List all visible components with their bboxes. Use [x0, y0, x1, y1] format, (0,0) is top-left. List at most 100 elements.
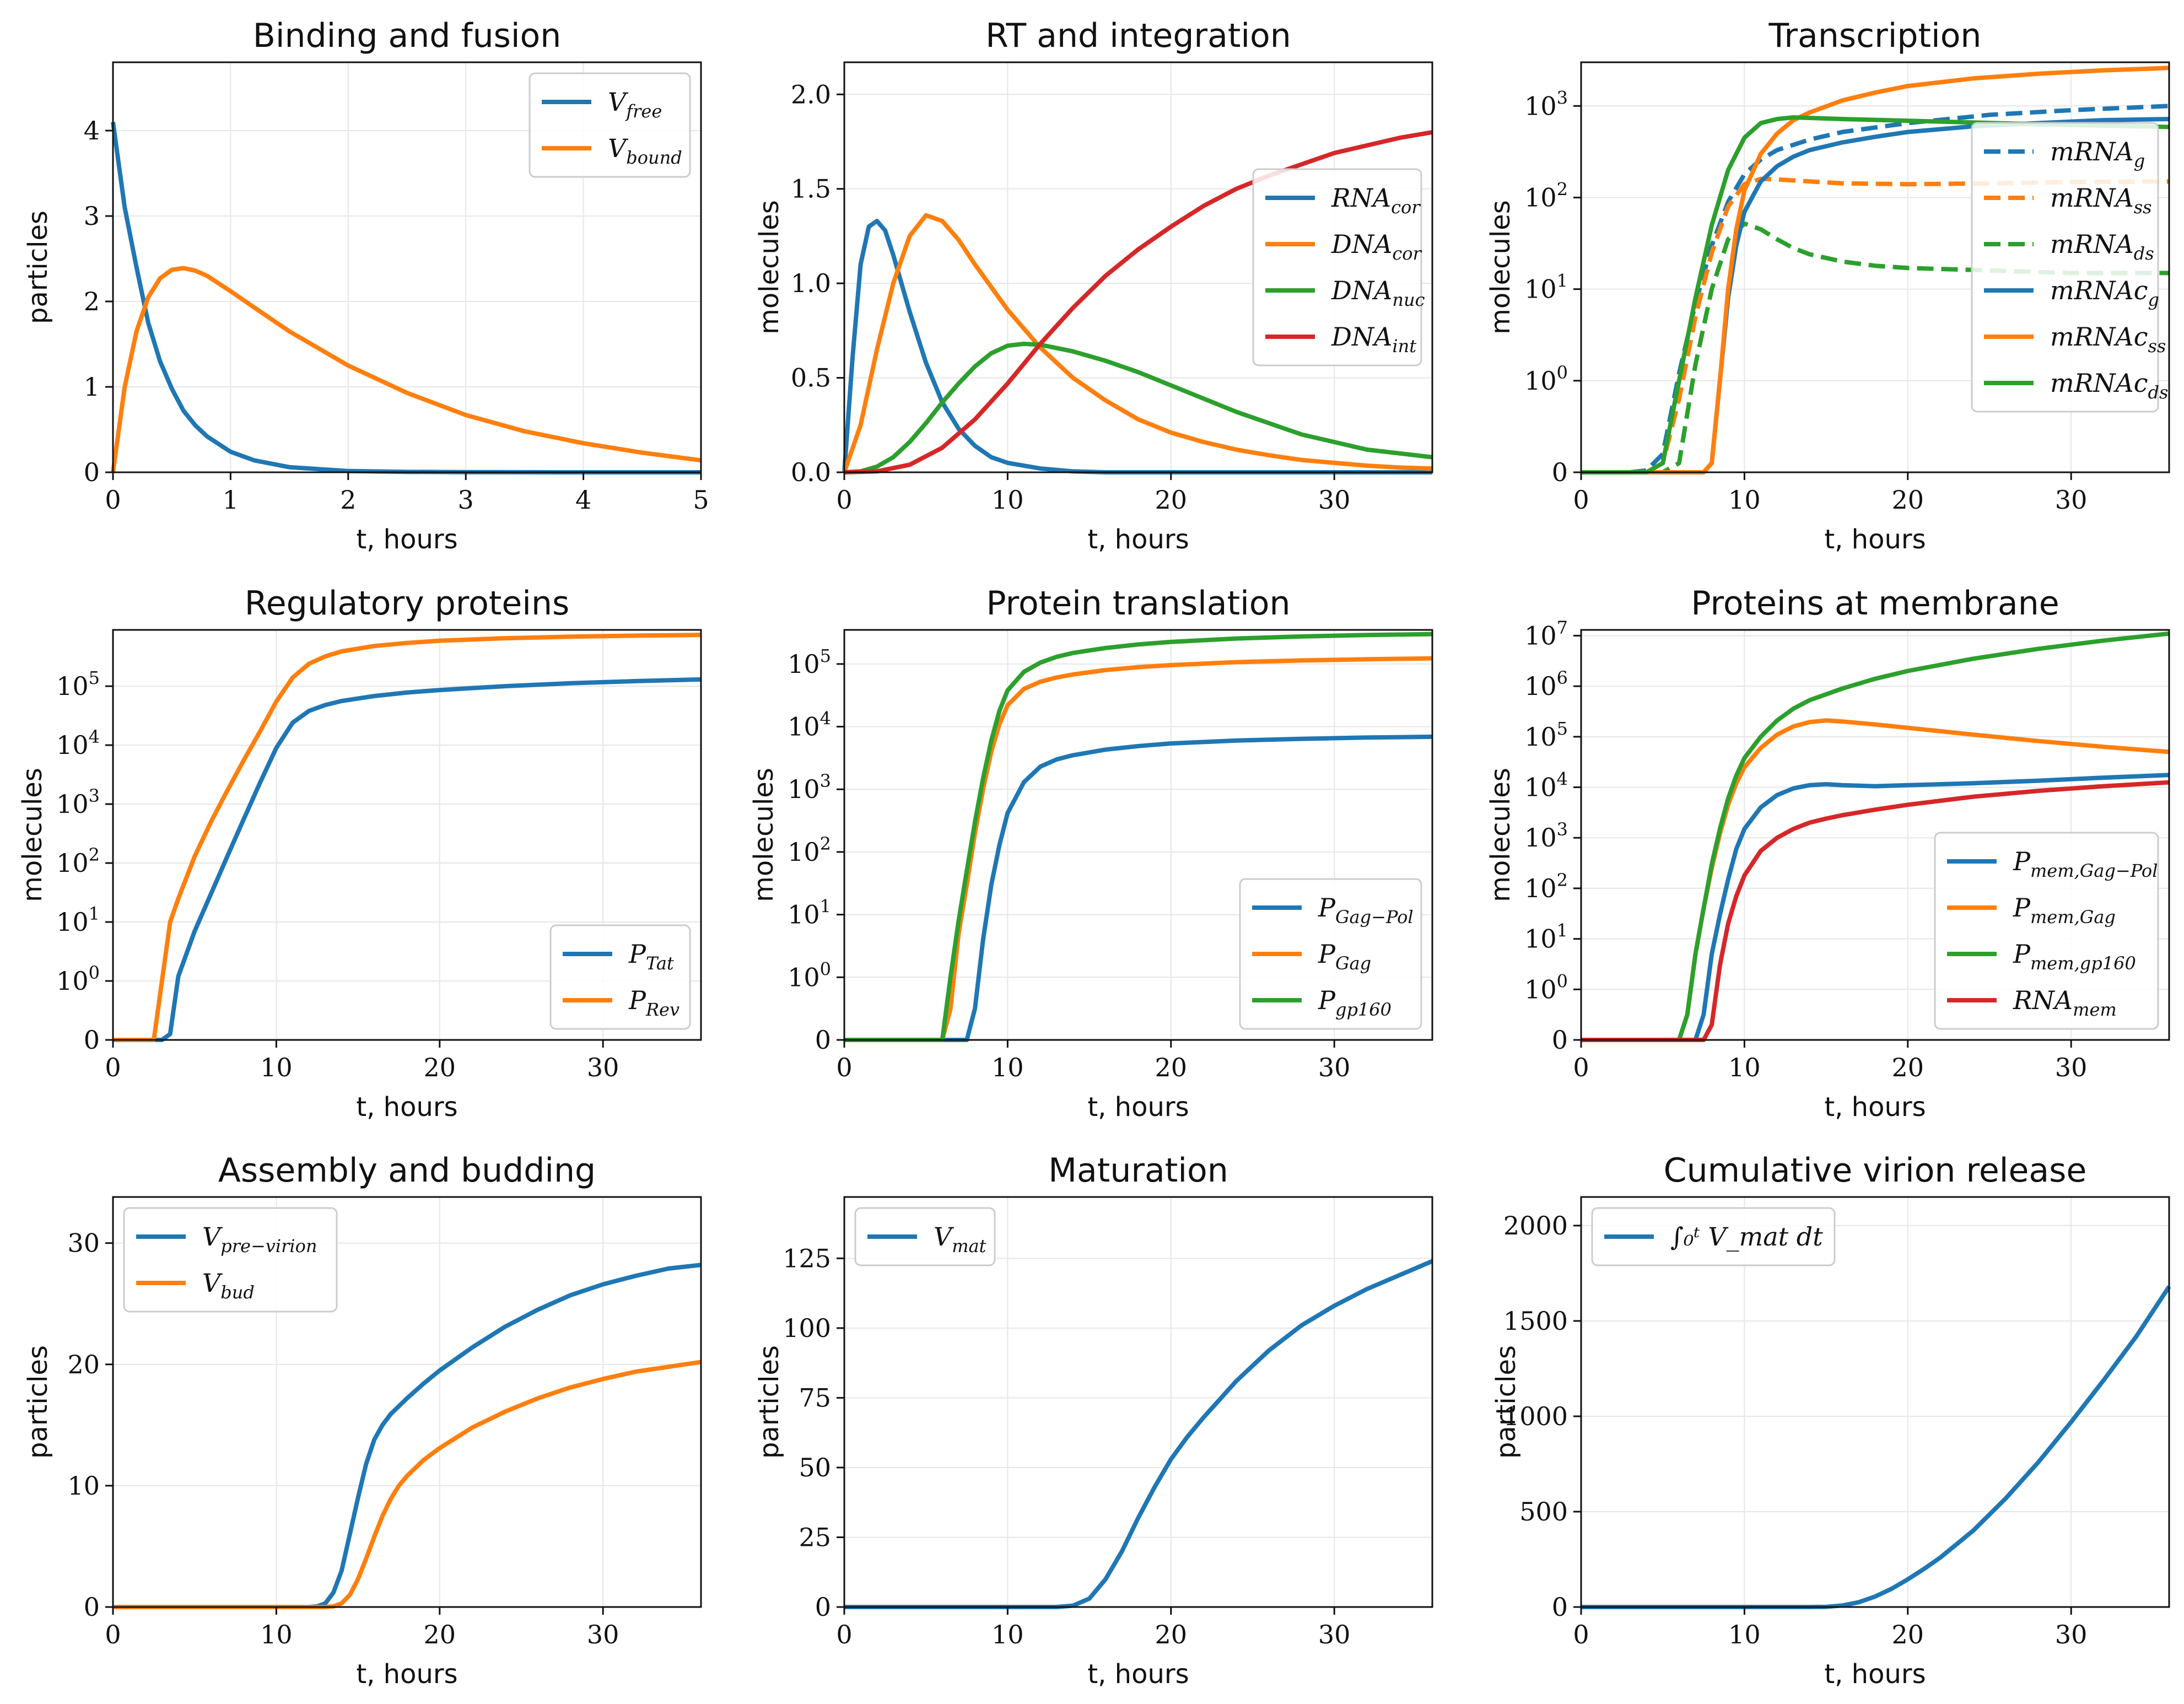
series-line-membrane-3	[1581, 780, 2170, 1042]
legend-entry: Vmat	[934, 1222, 986, 1257]
legend: RNAcor DNAcor DNAnuc DNAint	[1252, 168, 1425, 366]
y-tick-label: 103	[788, 770, 831, 804]
legend-entry: mRNAcds	[2050, 368, 2168, 403]
y-tick-label: 0	[1552, 1592, 1568, 1622]
series-line-translation-0	[844, 734, 1433, 1042]
y-tick-label: 0	[1552, 1025, 1568, 1055]
y-tick-label: 105	[56, 667, 100, 701]
x-tick-label: 0	[1573, 1053, 1589, 1082]
legend-entry: mRNAg	[2050, 137, 2145, 171]
x-tick-label: 1	[223, 485, 239, 515]
y-tick-label: 1.0	[791, 268, 831, 298]
y-tick-label: 101	[1524, 271, 1568, 304]
chart-title: RT and integration	[985, 17, 1291, 55]
x-tick-label: 30	[2055, 485, 2088, 515]
chart-title: Binding and fusion	[253, 17, 562, 55]
x-axis-label: t, hours	[1087, 1659, 1189, 1690]
chart-panel-cumulative: 0 10 20 30 0 500 1000 1500 2000 Cumulative virion…	[1491, 1151, 2171, 1690]
y-tick-label: 100	[1524, 362, 1568, 396]
y-tick-label: 100	[1524, 970, 1568, 1004]
x-axis-label: t, hours	[1087, 1092, 1189, 1123]
axes-frame	[112, 629, 702, 1041]
legend-entry: Vpre−virion	[202, 1222, 317, 1257]
chart-title: Regulatory proteins	[245, 584, 569, 623]
legend-entry: Pmem,gp160	[2013, 939, 2136, 974]
series-line-transcription-1	[1581, 176, 2170, 474]
y-tick-label: 20	[67, 1350, 100, 1379]
chart-panel-rt: 0 10 20 30 0.0 0.5 1.0 1.5 2.0 RT and integration…	[754, 17, 1433, 555]
chart-title: Protein translation	[986, 584, 1290, 623]
legend-entry: Vbound	[608, 133, 682, 168]
x-tick-label: 0	[836, 485, 852, 515]
y-tick-label: 102	[1524, 870, 1568, 903]
x-tick-label: 20	[424, 1620, 456, 1649]
legend: Vmat	[854, 1207, 996, 1266]
x-axis-label: t, hours	[1824, 1659, 1926, 1690]
y-axis-label: particles	[23, 211, 53, 324]
y-tick-label: 0	[815, 1592, 831, 1622]
legend: Vpre−virion Vbud	[123, 1207, 338, 1313]
x-tick-label: 10	[1728, 1620, 1761, 1649]
chart-panel-transcription: 0 10 20 30 0 100 101 102 103 Transcription t, hour…	[1485, 17, 2170, 555]
legend-box	[854, 1207, 996, 1266]
series-line-rt-3	[844, 130, 1433, 474]
x-tick-label: 10	[260, 1620, 293, 1649]
legend-box	[123, 1207, 338, 1313]
y-tick-label: 10	[67, 1471, 100, 1501]
y-tick-label: 101	[1524, 920, 1568, 954]
legend-entry: mRNAds	[2050, 229, 2154, 264]
x-tick-label: 0	[1573, 485, 1589, 515]
axes-frame	[1580, 61, 2170, 473]
x-tick-label: 10	[1728, 485, 1761, 515]
x-tick-label: 30	[1318, 1053, 1351, 1082]
legend-entry: PTat	[628, 939, 674, 974]
y-tick-label: 100	[783, 1313, 831, 1343]
x-axis-label: t, hours	[356, 524, 457, 555]
y-tick-label: 50	[799, 1453, 831, 1482]
legend-box	[1934, 832, 2159, 1030]
y-tick-label: 125	[783, 1243, 831, 1273]
x-tick-label: 20	[1892, 1053, 1924, 1082]
chart-panel-membrane: 0 10 20 30 0 100 101 102 103 104 105 106 107 Proteins…	[1485, 584, 2170, 1123]
y-tick-label: 2	[84, 287, 100, 316]
y-tick-label: 0.0	[791, 457, 831, 487]
y-tick-label: 0	[1552, 457, 1568, 487]
legend-box	[549, 924, 691, 1030]
y-tick-label: 1	[84, 372, 100, 402]
legend: PTat PRev	[549, 924, 691, 1030]
x-tick-label: 10	[1728, 1053, 1761, 1082]
legend-entry: DNAint	[1331, 322, 1416, 357]
legend-entry: Pmem,Gag	[2013, 893, 2116, 928]
legend-entry: Pmem,Gag−Pol	[2013, 846, 2158, 881]
y-tick-label: 1000	[1503, 1401, 1568, 1431]
y-tick-label: 0	[84, 1592, 100, 1622]
y-tick-label: 0	[84, 1025, 100, 1055]
y-tick-label: 0.5	[791, 363, 831, 393]
legend-entry: DNAcor	[1331, 229, 1422, 264]
y-tick-label: 2000	[1503, 1211, 1568, 1241]
y-axis-label: particles	[23, 1345, 53, 1459]
x-tick-label: 10	[991, 1053, 1024, 1082]
y-tick-label: 106	[1524, 667, 1568, 701]
legend-box	[1971, 122, 2159, 413]
legend-entry: Vfree	[608, 87, 662, 122]
y-tick-label: 25	[799, 1522, 831, 1552]
x-tick-label: 0	[105, 485, 121, 515]
axes-frame	[1580, 1196, 2170, 1608]
series-line-rt-1	[842, 213, 1433, 473]
axes-frame	[843, 61, 1433, 473]
legend-entry: PGag−Pol	[1318, 893, 1414, 928]
y-tick-label: 103	[1524, 819, 1568, 853]
y-tick-label: 105	[1524, 718, 1568, 752]
series-line-transcription-4	[1581, 66, 2170, 474]
y-tick-label: 104	[56, 726, 100, 760]
x-tick-label: 5	[693, 485, 709, 515]
x-tick-label: 20	[424, 1053, 456, 1082]
x-tick-label: 10	[991, 1620, 1024, 1649]
x-tick-label: 0	[1573, 1620, 1589, 1649]
x-tick-label: 0	[836, 1053, 852, 1082]
y-tick-label: 104	[1524, 769, 1568, 802]
chart-title: Transcription	[1768, 17, 1982, 55]
series-line-assembly-0	[113, 1263, 702, 1609]
